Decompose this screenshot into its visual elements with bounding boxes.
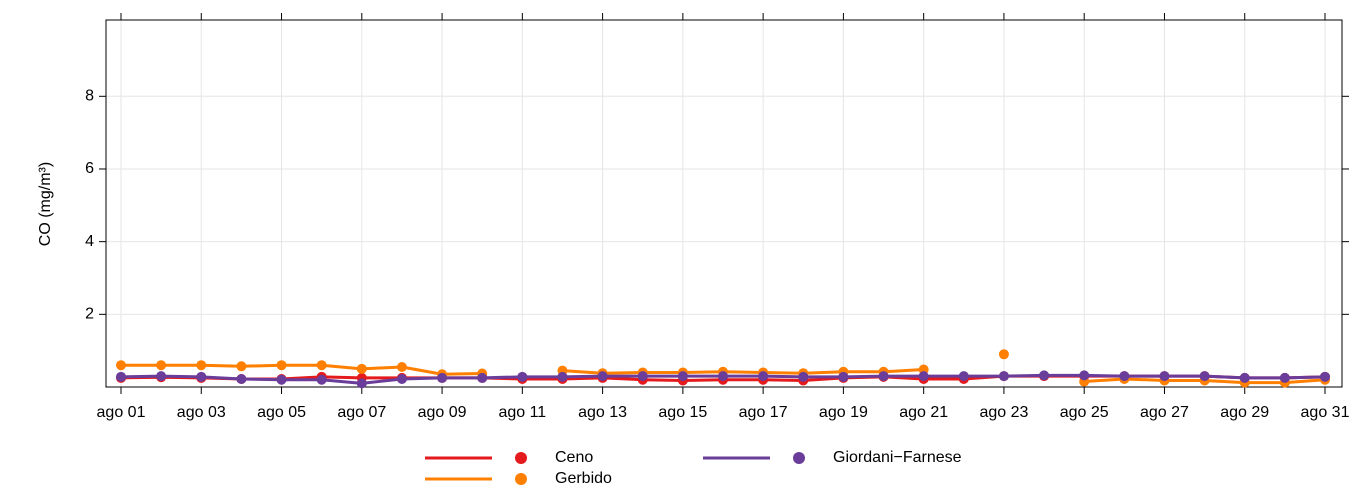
data-point [316,374,327,385]
y-tick-label: 6 [85,160,94,177]
data-point [156,371,167,382]
legend-dot [515,473,527,485]
legend-label: Giordani−Farnese [833,449,962,466]
x-tick-label: ago 27 [1140,404,1189,421]
x-tick-label: ago 07 [337,404,386,421]
data-point [998,349,1009,360]
y-tick-label: 4 [85,233,94,250]
x-tick-label: ago 23 [979,404,1028,421]
data-point [597,371,608,382]
data-point [1199,371,1210,382]
data-point [477,372,488,383]
data-point [356,378,367,389]
legend-label: Ceno [555,449,593,466]
data-point [396,362,407,373]
x-tick-label: ago 13 [578,404,627,421]
data-point [677,371,688,382]
data-point [276,360,287,371]
data-point [116,360,126,371]
data-point [316,360,327,371]
x-tick-label: ago 17 [739,404,788,421]
plot-frame [105,19,1343,388]
data-point [1039,370,1050,381]
data-point [1320,371,1330,382]
series-line [562,368,924,375]
data-point [517,371,528,382]
data-point [758,371,769,382]
data-point [1279,372,1290,383]
data-point [878,371,889,382]
x-tick-label: ago 31 [1301,404,1350,421]
legend-dot [793,452,805,464]
y-tick-label: 2 [85,306,94,323]
data-point [958,371,969,382]
data-point [718,371,728,382]
data-point [838,371,849,382]
data-point [1159,371,1170,382]
data-point [1079,370,1090,381]
data-point [437,372,448,383]
x-tick-label: ago 05 [257,404,306,421]
x-tick-label: ago 15 [658,404,707,421]
data-point [276,374,287,385]
legend-dot [515,452,527,464]
data-point [637,371,648,382]
data-point [236,361,247,372]
x-tick-label: ago 21 [899,404,948,421]
x-tick-label: ago 25 [1060,404,1109,421]
legend-label: Gerbido [555,470,612,487]
data-point [1119,371,1130,382]
series-line [121,363,483,376]
data-point [116,371,126,382]
data-point [998,371,1009,382]
x-tick-label: ago 11 [498,404,546,421]
data-point [557,371,568,382]
data-point [196,371,207,382]
data-point [1239,372,1250,383]
x-tick-label: ago 03 [177,404,226,421]
x-tick-label: ago 09 [418,404,467,421]
data-point [396,374,407,385]
x-tick-label: ago 19 [819,404,868,421]
data-point [356,363,367,374]
y-axis-label: CO (mg/m³) [37,162,54,246]
data-point [798,371,809,382]
data-point [196,360,207,371]
data-point [918,371,929,382]
data-point [236,374,247,385]
x-tick-label: ago 29 [1220,404,1269,421]
y-tick-label: 8 [85,88,94,105]
x-tick-label: ago 01 [97,404,146,421]
data-point [156,360,167,371]
